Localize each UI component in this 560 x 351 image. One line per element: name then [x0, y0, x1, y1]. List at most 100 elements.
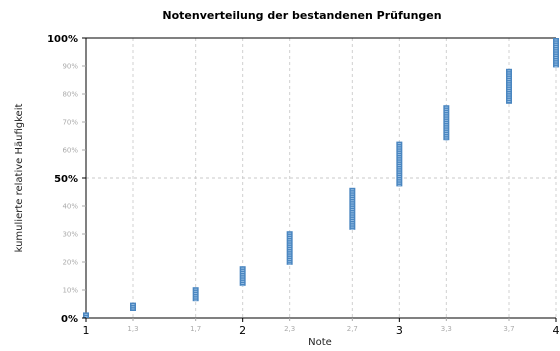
data-point [397, 143, 401, 144]
data-point [397, 184, 401, 186]
data-point [84, 313, 88, 315]
data-point [507, 92, 511, 94]
data-point [288, 248, 292, 249]
data-point [444, 133, 448, 134]
x-tick-label: 3,3 [441, 325, 452, 333]
data-point [507, 101, 511, 102]
data-point [397, 173, 401, 175]
data-point [554, 52, 558, 54]
data-point [444, 139, 448, 141]
data-point [507, 76, 511, 78]
data-point [350, 226, 354, 228]
grade-segment [553, 38, 559, 68]
data-point [350, 198, 354, 199]
data-point [444, 115, 448, 117]
data-point [397, 158, 401, 160]
y-tick-label: 50% [54, 174, 78, 185]
data-point [444, 128, 448, 130]
data-point [241, 272, 245, 273]
data-point [350, 193, 354, 195]
data-point [507, 70, 511, 72]
data-point [397, 176, 401, 177]
x-tick-label: 1,7 [190, 325, 201, 333]
data-point [241, 267, 245, 269]
data-point [288, 241, 292, 243]
data-point [397, 149, 401, 151]
chart-title: Notenverteilung der bestandenen Prüfunge… [162, 9, 441, 22]
data-point [444, 135, 448, 137]
data-point [507, 79, 511, 80]
data-point [194, 290, 198, 292]
data-point [397, 178, 401, 180]
y-tick-label: 40% [62, 203, 78, 211]
data-point [241, 285, 245, 287]
data-point [288, 256, 292, 258]
data-point [288, 263, 292, 265]
data-point [397, 145, 401, 147]
y-tick-label: 0% [61, 314, 78, 325]
data-point [194, 288, 198, 290]
data-points [83, 38, 559, 318]
data-point [288, 252, 292, 254]
data-point [350, 206, 354, 208]
data-point [288, 234, 292, 236]
segment-bar [83, 312, 89, 318]
data-point [507, 81, 511, 83]
data-point [288, 261, 292, 263]
data-point [507, 74, 511, 76]
data-point [350, 217, 354, 219]
y-tick-label: 10% [62, 287, 78, 295]
data-point [288, 239, 292, 241]
data-point [444, 124, 448, 126]
data-point [350, 204, 354, 206]
y-tick-label: 90% [62, 63, 78, 71]
segment-bar [192, 287, 199, 302]
data-point [554, 54, 558, 56]
data-point [350, 222, 354, 224]
x-tick-label: 1 [83, 324, 90, 337]
data-point [131, 304, 135, 305]
data-point [397, 151, 401, 153]
data-point [288, 245, 292, 247]
data-point [241, 269, 245, 271]
data-point [554, 41, 558, 43]
data-point [444, 137, 448, 139]
data-point [554, 61, 558, 63]
data-point [444, 126, 448, 128]
segment-bar [286, 231, 293, 265]
data-point [194, 293, 198, 294]
data-point [554, 63, 558, 65]
data-point [444, 122, 448, 123]
data-point [288, 232, 292, 234]
y-tick-label: 20% [62, 259, 78, 267]
data-point [397, 147, 401, 149]
data-point [444, 117, 448, 119]
data-point [350, 213, 354, 215]
data-point [131, 306, 135, 308]
data-point [554, 46, 558, 47]
data-point [444, 111, 448, 112]
y-tick-label: 100% [47, 34, 78, 45]
data-point [507, 98, 511, 100]
data-point [288, 254, 292, 256]
data-point [350, 189, 354, 191]
y-tick-label: 80% [62, 91, 78, 99]
x-tick-label: 2,3 [284, 325, 295, 333]
data-point [397, 180, 401, 182]
data-point [194, 297, 198, 299]
data-point [444, 119, 448, 121]
data-point [288, 243, 292, 245]
data-point [350, 202, 354, 204]
data-point [350, 220, 354, 221]
data-point [507, 96, 511, 98]
y-tick-label: 60% [62, 147, 78, 155]
data-point [241, 280, 245, 282]
data-point [84, 316, 88, 317]
data-point [397, 160, 401, 162]
data-point [397, 154, 401, 155]
data-point [507, 83, 511, 85]
data-point [507, 87, 511, 89]
data-point [554, 59, 558, 61]
